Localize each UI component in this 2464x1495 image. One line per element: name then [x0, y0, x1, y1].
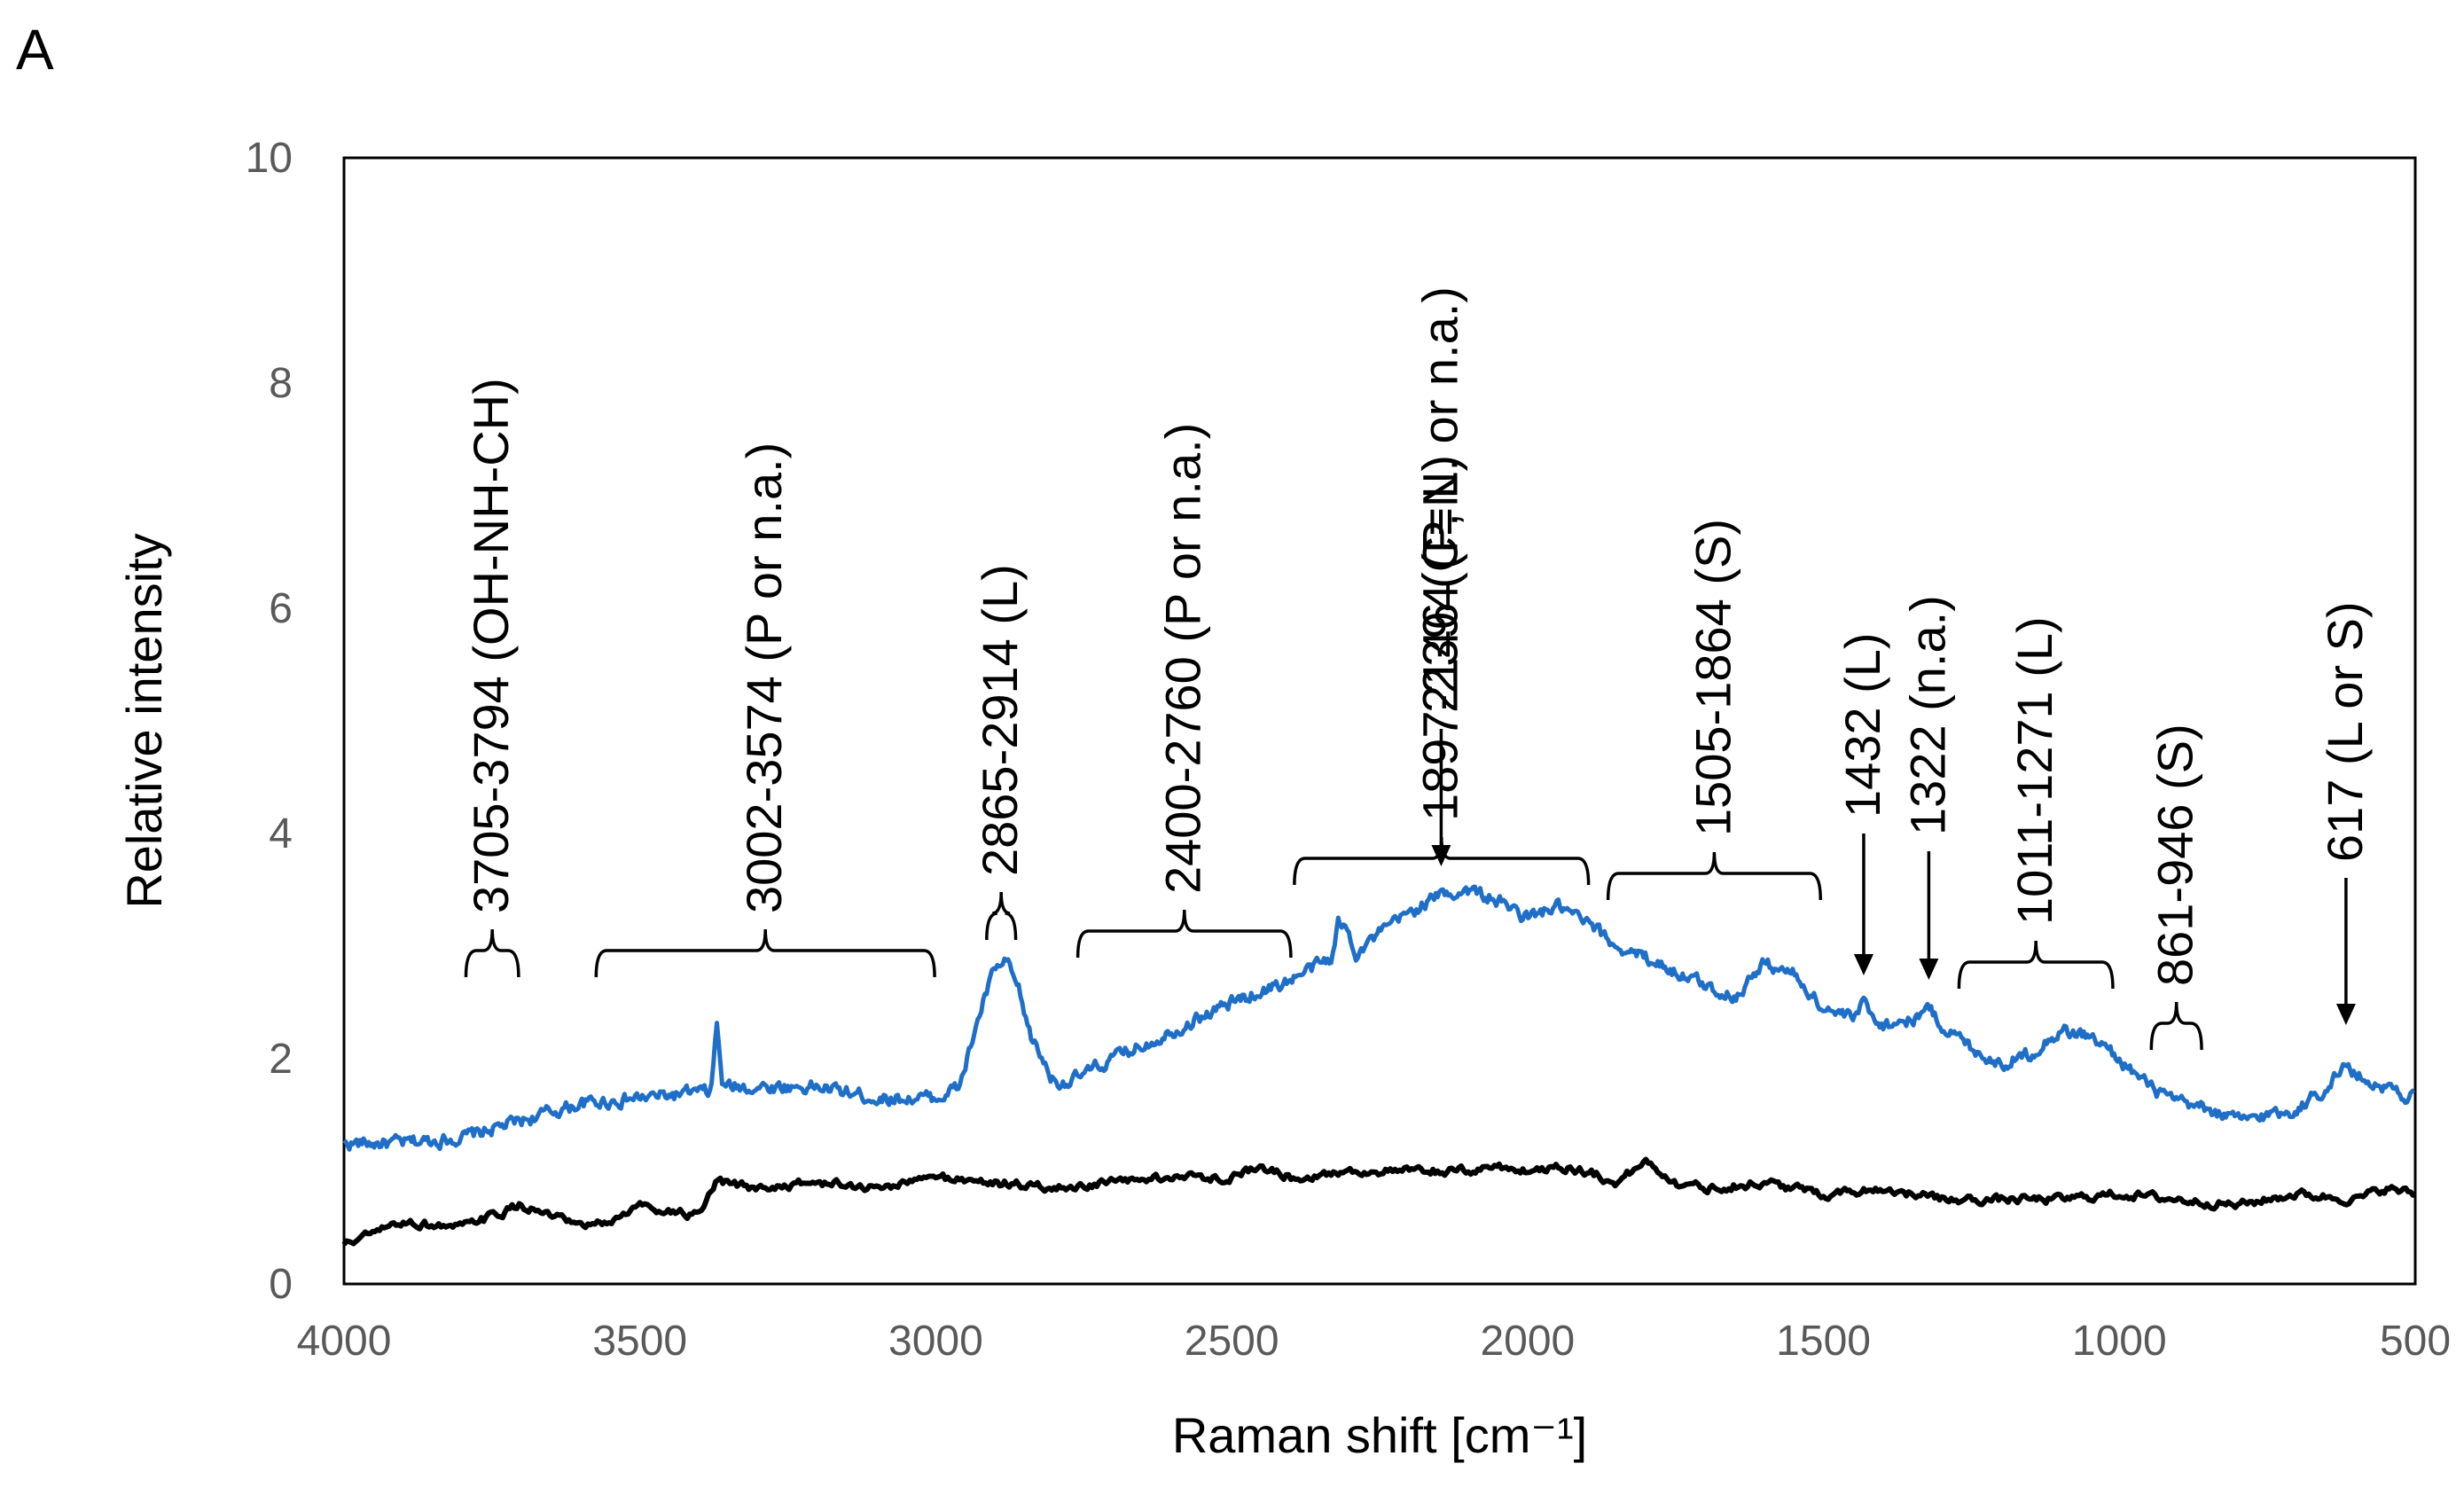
annotation-arrowhead [1919, 959, 1939, 980]
annotation-label: 2146 (C≡N) [1412, 455, 1467, 713]
series-group [341, 884, 2416, 1247]
x-tick-label: 3500 [592, 1318, 687, 1365]
annotation-arrowhead [1853, 954, 1873, 975]
series-line-sample [342, 884, 2416, 1152]
y-tick-label: 8 [269, 360, 293, 407]
annotation-bracket [1293, 836, 1591, 886]
panel-label: A [16, 18, 54, 82]
series-line-background [341, 1156, 2416, 1247]
x-tick-label: 2000 [1480, 1318, 1575, 1365]
y-axis-title: Relative intensity [116, 533, 172, 908]
annotation-bracket [1076, 909, 1293, 959]
annotation-label: 3705-3794 (OH-NH-CH) [463, 378, 519, 913]
y-tick-label: 2 [269, 1036, 293, 1083]
x-axis-title: Raman shift [cm⁻¹] [1172, 1407, 1587, 1463]
annotation-bracket [985, 891, 1018, 941]
x-tick-label: 500 [2380, 1318, 2451, 1365]
x-tick-label: 3000 [888, 1318, 983, 1365]
annotation-group: 3705-3794 (OH-NH-CH) 3002-3574 (P or n.a.… [463, 286, 2373, 1051]
annotation-bracket [1957, 940, 2115, 990]
y-tick-label: 6 [269, 585, 293, 632]
annotation-arrowhead [2335, 1004, 2356, 1025]
x-tick-label: 1000 [2072, 1318, 2167, 1365]
x-tick-label: 2500 [1185, 1318, 1279, 1365]
annotation-bracket [594, 928, 936, 978]
plot-area-frame [342, 156, 2417, 1286]
x-tick-label: 1500 [1776, 1318, 1871, 1365]
annotation-label: 2400-2760 (P or n.a.) [1155, 423, 1211, 894]
annotation-label: 1897-2394 (P, L, or n.a.) [1412, 286, 1468, 821]
annotation-label: 1432 (L) [1834, 632, 1890, 818]
y-tick-label: 10 [246, 135, 293, 182]
annotation-label: 3002-3574 (P or n.a.) [736, 442, 792, 913]
annotation-label: 2865-2914 (L) [972, 564, 1028, 876]
annotation-bracket [2149, 1001, 2203, 1051]
annotation-bracket [464, 928, 520, 978]
annotation-arrowhead [1431, 845, 1451, 866]
annotation-bracket [1606, 851, 1822, 901]
annotation-label: 617 (L or S) [2317, 601, 2373, 862]
annotation-label: 1011-1271 (L) [2006, 616, 2062, 925]
annotation-label: 1322 (n.a.) [1899, 595, 1955, 835]
x-axis-tick-labels: 4000 3500 3000 2500 2000 1500 1000 500 [297, 1318, 2451, 1365]
y-tick-label: 0 [269, 1261, 293, 1308]
x-tick-label: 4000 [297, 1318, 392, 1365]
annotation-label: 1505-1864 (S) [1685, 519, 1740, 836]
y-tick-label: 4 [269, 810, 293, 857]
annotation-label: 861-946 (S) [2147, 724, 2203, 986]
y-axis-tick-labels: 0 2 4 6 8 10 [246, 135, 293, 1308]
